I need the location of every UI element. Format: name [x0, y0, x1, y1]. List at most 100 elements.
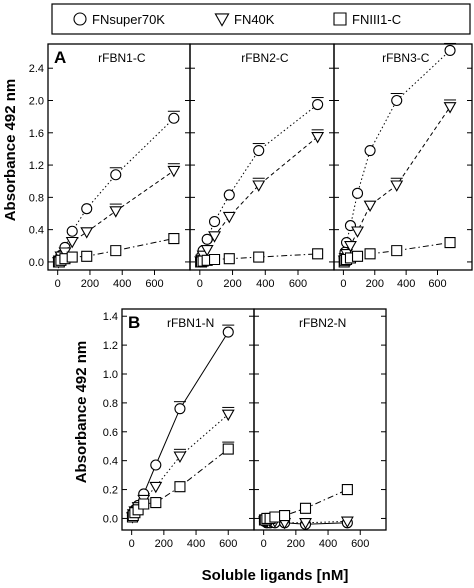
- legend-triangle-down-icon: [214, 13, 230, 27]
- x-tick-label: 400: [256, 278, 274, 290]
- fit-line: [343, 50, 451, 258]
- legend-box: [51, 3, 471, 35]
- data-point: [364, 248, 376, 260]
- panel-a: 0.00.40.81.21.62.02.40 200 400 600rFBN1-CA0…: [29, 42, 473, 290]
- data-point: [253, 251, 265, 263]
- x-tick-label: 0: [129, 538, 135, 550]
- y-tick-label: 1.6: [29, 128, 44, 140]
- data-point: [150, 497, 162, 509]
- x-tick-label: 0: [340, 278, 346, 290]
- x-tick-label: 200: [366, 278, 384, 290]
- data-point: [363, 200, 377, 213]
- y-tick-label: 0.4: [29, 225, 44, 237]
- data-point: [208, 231, 221, 243]
- data-point: [340, 516, 354, 528]
- data-point: [168, 112, 180, 124]
- subplot-frame: [253, 308, 387, 531]
- panel-letter: A: [54, 48, 66, 67]
- y-tick-label: 2.0: [29, 96, 44, 108]
- data-point: [391, 94, 403, 107]
- y-tick-label: 0.0: [29, 257, 44, 269]
- data-point: [80, 227, 94, 239]
- data-point: [223, 189, 235, 201]
- data-point: [390, 180, 404, 192]
- subplot-rfbn2-n: 0 200 400 600 rFBN2-N: [253, 308, 387, 550]
- data-point: [312, 248, 324, 260]
- data-point: [222, 443, 234, 455]
- data-point: [351, 250, 364, 262]
- data-point: [279, 510, 291, 522]
- legend-circle-icon: [73, 12, 87, 26]
- data-point: [138, 498, 150, 510]
- data-point: [222, 211, 236, 224]
- data-point: [351, 187, 364, 199]
- data-point: [222, 326, 234, 338]
- legend-label: FNIII1-C: [352, 12, 401, 27]
- subplot-title: rFBN2-C: [241, 51, 289, 65]
- subplot-title: rFBN2-N: [299, 316, 346, 330]
- data-point: [81, 203, 93, 215]
- subplot-rfbn1-c: 0.0 0.4 0.8 1.2 1.6 2.0 2.4 0 200 400 600 rFBN1-C A: [29, 43, 191, 290]
- data-point: [173, 451, 187, 463]
- data-point: [66, 225, 78, 237]
- x-tick-label: 600: [428, 278, 446, 290]
- data-point: [253, 144, 265, 157]
- panel-b-y-axis-label: Absorbance 492 nm: [73, 341, 90, 484]
- x-tick-label: 200: [287, 538, 305, 550]
- data-point: [208, 253, 221, 266]
- y-tick-label: 1.2: [103, 340, 118, 352]
- x-tick-label: 600: [145, 278, 163, 290]
- y-tick-label: 0.4: [103, 456, 118, 468]
- data-point: [341, 484, 353, 496]
- x-tick-label: 0: [261, 538, 267, 550]
- data-point: [311, 132, 325, 144]
- data-point: [364, 144, 376, 157]
- subplot-title: rFBN1-N: [167, 316, 214, 330]
- data-point: [444, 44, 456, 57]
- subplot-title: rFBN1-C: [98, 51, 146, 65]
- y-tick-label: 0.8: [29, 192, 44, 204]
- x-tick-label: 400: [113, 278, 131, 290]
- subplot-rfbn2-c: 0 200 400 600 rFBN2-C: [189, 43, 335, 290]
- data-point: [223, 253, 235, 265]
- y-tick-label: 2.4: [29, 63, 44, 75]
- data-point: [174, 481, 186, 493]
- y-tick-label: 0.6: [103, 427, 118, 439]
- data-point: [66, 251, 78, 263]
- legend-square-icon: [333, 12, 347, 26]
- y-tick-label: 0.0: [103, 513, 118, 525]
- x-tick-label: 600: [289, 278, 307, 290]
- x-tick-label: 600: [219, 538, 237, 550]
- y-tick-label: 1.2: [29, 160, 44, 172]
- x-tick-label: 400: [187, 538, 205, 550]
- y-tick-label: 1.4: [103, 311, 118, 323]
- legend-entry: FNIII1-C: [333, 12, 401, 27]
- data-point: [344, 240, 357, 253]
- data-point: [391, 245, 403, 257]
- x-tick-label: 400: [397, 278, 415, 290]
- subplot-title: rFBN3-C: [382, 51, 430, 65]
- legend: FNsuper70K FN40K FNIII1-C: [51, 3, 471, 35]
- data-point: [168, 232, 180, 245]
- x-tick-label: 0: [55, 278, 61, 290]
- legend-label: FNsuper70K: [92, 12, 165, 27]
- data-point: [110, 169, 122, 181]
- data-point: [208, 216, 221, 228]
- legend-entry: FNsuper70K: [73, 12, 165, 27]
- fit-line: [58, 117, 175, 262]
- x-tick-label: 200: [81, 278, 99, 290]
- data-point: [65, 236, 79, 249]
- subplot-rfbn1-n: 0.0 0.2 0.4 0.6 0.8 1.0 1.2 1.4 0 200 400 600 rFBN1-…: [103, 308, 255, 550]
- data-point: [299, 517, 312, 530]
- x-tick-label: 200: [155, 538, 173, 550]
- x-tick-label: 0: [197, 278, 203, 290]
- data-point: [221, 409, 235, 422]
- data-point: [443, 102, 457, 114]
- data-point: [109, 206, 123, 218]
- panel-letter: B: [128, 313, 140, 332]
- y-tick-label: 0.2: [103, 485, 118, 497]
- x-axis-label: Soluble ligands [nM]: [202, 567, 349, 584]
- data-point: [149, 481, 163, 494]
- data-point: [312, 98, 324, 111]
